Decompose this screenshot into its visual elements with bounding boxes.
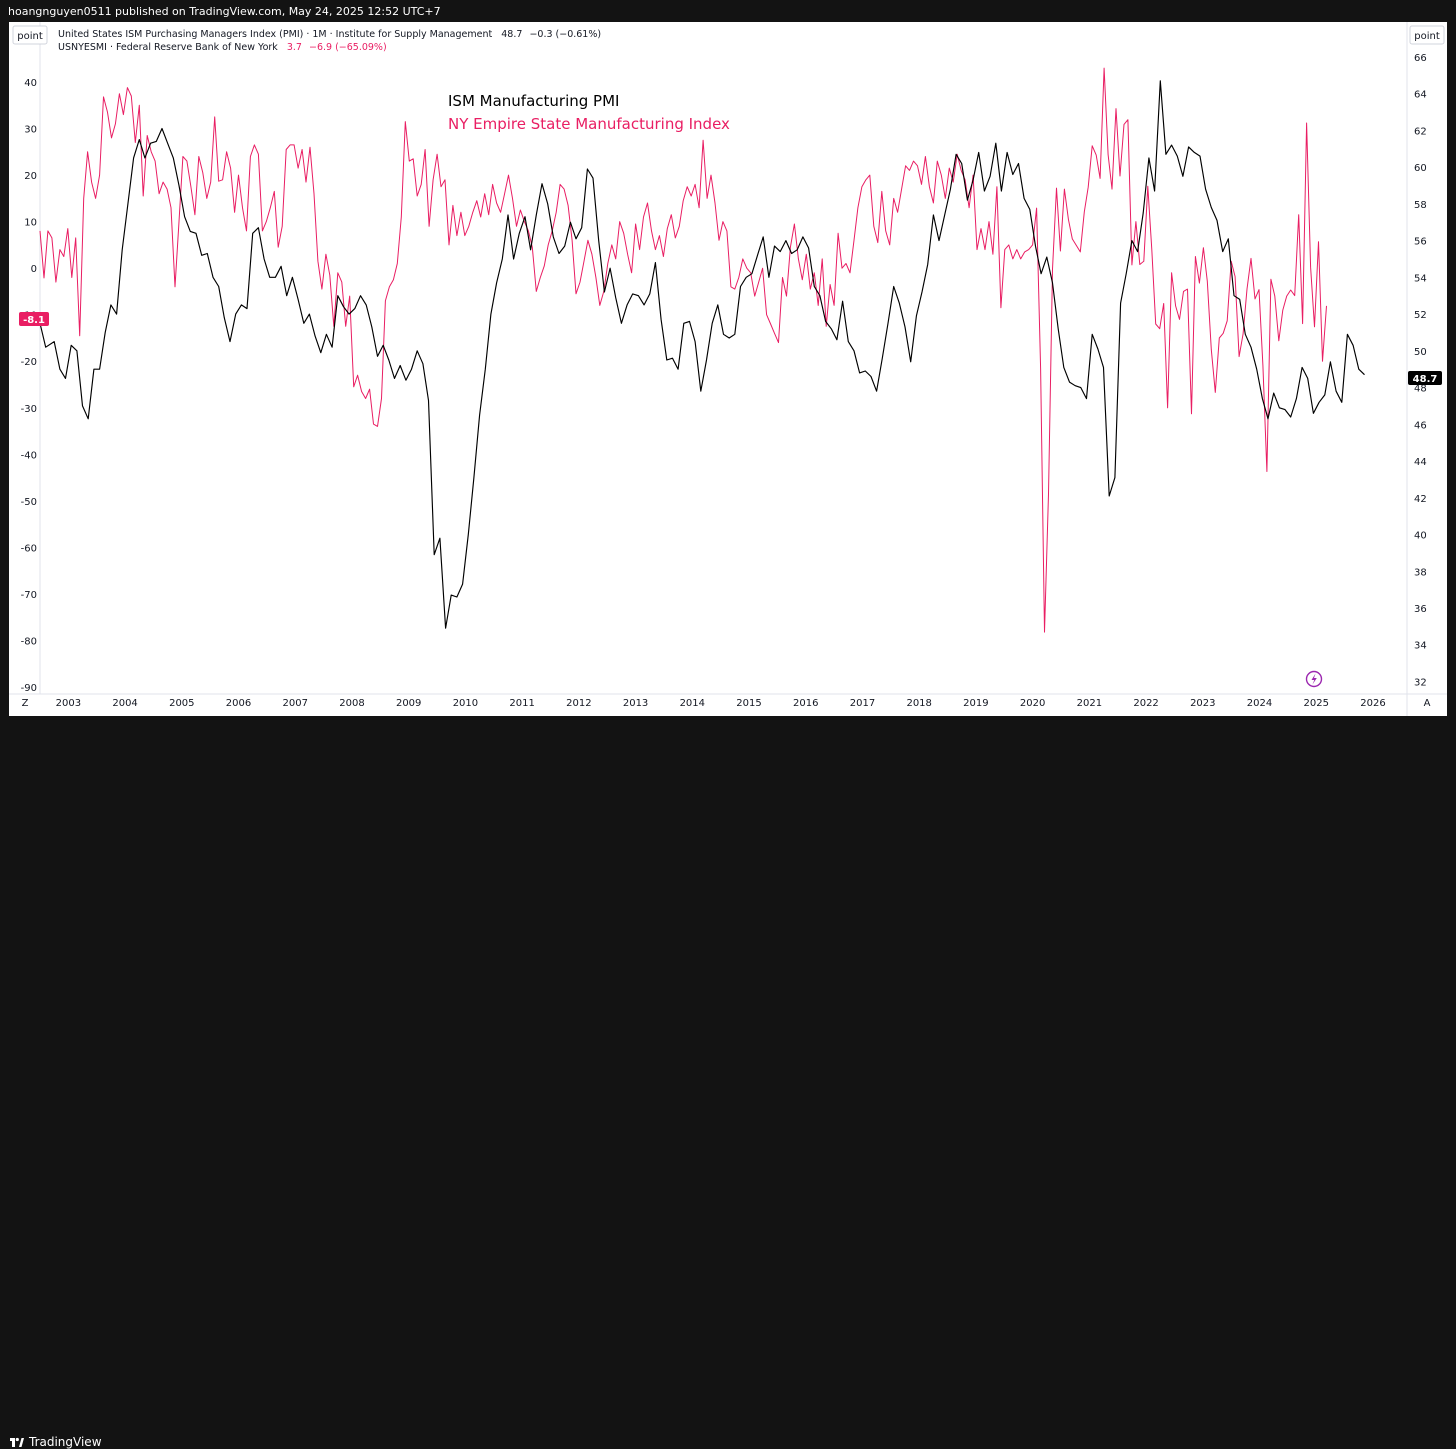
tradingview-logo-icon (10, 1437, 24, 1447)
right-tick-label: 50 (1414, 347, 1427, 358)
x-axis: 2003 2004 2005 2006 2007 2008 2009 2010 2011 2012… (56, 698, 1386, 709)
right-tick-label: 48 (1414, 384, 1427, 395)
right-unit-box[interactable] (1409, 25, 1445, 45)
x-tick-label: 2004 (112, 698, 137, 709)
right-tick-label: 42 (1414, 494, 1427, 505)
left-tick-label: -50 (21, 497, 37, 508)
right-tick-label: 66 (1414, 53, 1427, 64)
right-tick-label: 38 (1414, 567, 1427, 578)
left-tick-label: 0 (31, 264, 37, 275)
x-tick-label: 2021 (1077, 698, 1102, 709)
footer-bar: TradingView (0, 716, 1456, 1449)
left-tick-label: -20 (21, 357, 37, 368)
x-tick-label: 2006 (226, 698, 251, 709)
publish-bar: hoangnguyen0511 published on TradingView… (0, 0, 1456, 22)
x-tick-label: 2025 (1304, 698, 1329, 709)
x-tick-label: 2016 (793, 698, 818, 709)
x-tick-label: 2026 (1360, 698, 1385, 709)
x-tick-label: 2018 (906, 698, 931, 709)
right-tick-label: 40 (1414, 531, 1427, 542)
right-tick-label: 36 (1414, 604, 1427, 615)
right-tick-label: 34 (1414, 641, 1427, 652)
left-tick-label: -40 (21, 450, 37, 461)
legend-series2-name: USNYESMI · Federal Reserve Bank of New Y… (58, 42, 278, 53)
x-tick-label: 2007 (283, 698, 308, 709)
legend-series2-change: −6.9 (−65.09%) (309, 42, 387, 53)
legend-series1-change: −0.3 (−0.61%) (529, 29, 601, 40)
left-tick-label: 30 (24, 125, 37, 136)
x-tick-label: 2009 (396, 698, 421, 709)
right-tick-label: 46 (1414, 420, 1427, 431)
left-tick-label: 20 (24, 171, 37, 182)
legend-series1: United States ISM Purchasing Managers In… (58, 29, 601, 40)
x-tick-label: 2015 (736, 698, 761, 709)
right-price-label: 48.7 (1413, 374, 1438, 385)
right-tick-label: 64 (1414, 90, 1427, 101)
chart-frame (9, 22, 1447, 716)
series-lines (39, 67, 1365, 633)
right-tick-label: 44 (1414, 457, 1427, 468)
left-tick-label: -90 (21, 683, 37, 694)
left-price-badge (19, 312, 49, 326)
left-tick-label: -60 (21, 543, 37, 554)
left-unit-label: point (17, 31, 43, 42)
chart-svg[interactable]: 50403020100-10-20-30-40-50-60-70-80-90 6… (9, 22, 1447, 716)
left-tick-label: -70 (21, 590, 37, 601)
left-tick-label: 40 (24, 78, 37, 89)
tradingview-logo[interactable]: TradingView (10, 1435, 102, 1449)
left-axis: 50403020100-10-20-30-40-50-60-70-80-90 (21, 31, 37, 694)
annotation-empire: NY Empire State Manufacturing Index (448, 115, 730, 133)
x-tick-label: 2003 (56, 698, 81, 709)
left-tick-label: -80 (21, 636, 37, 647)
corner-label-left[interactable]: Z (22, 698, 29, 709)
ism-pmi-line[interactable] (39, 80, 1365, 629)
right-unit-label: point (1414, 31, 1440, 42)
annotation-ism: ISM Manufacturing PMI (448, 92, 619, 110)
x-tick-label: 2020 (1020, 698, 1045, 709)
lightning-bolt-shape (1311, 673, 1317, 685)
x-tick-label: 2023 (1190, 698, 1215, 709)
right-price-badge (1408, 371, 1442, 385)
x-tick-label: 2024 (1247, 698, 1272, 709)
legend-series1-name: United States ISM Purchasing Managers In… (58, 29, 492, 40)
empire-state-line[interactable] (39, 67, 1327, 633)
left-price-label: -8.1 (23, 315, 45, 326)
legend-series2: USNYESMI · Federal Reserve Bank of New Y… (58, 42, 387, 53)
legend-series2-value: 3.7 (287, 42, 302, 53)
x-tick-label: 2019 (963, 698, 988, 709)
right-tick-label: 58 (1414, 200, 1427, 211)
right-tick-label: 60 (1414, 163, 1427, 174)
right-axis: 66 64 62 60 58 56 54 52 50 48 46 44 42 40 38 36 34 32 (1414, 53, 1427, 689)
publish-line: hoangnguyen0511 published on TradingView… (8, 5, 441, 18)
left-tick-label: -30 (21, 404, 37, 415)
x-tick-label: 2014 (680, 698, 705, 709)
left-tick-label: 10 (24, 218, 37, 229)
lightning-icon[interactable] (1305, 670, 1323, 688)
x-tick-label: 2005 (169, 698, 194, 709)
tradingview-logo-text: TradingView (29, 1435, 102, 1449)
x-tick-label: 2008 (339, 698, 364, 709)
left-unit-box[interactable] (12, 25, 48, 45)
legend-series1-value: 48.7 (501, 29, 522, 40)
right-tick-label: 32 (1414, 677, 1427, 688)
right-tick-label: 62 (1414, 126, 1427, 137)
x-tick-label: 2013 (623, 698, 648, 709)
x-tick-label: 2022 (1133, 698, 1158, 709)
corner-label-right[interactable]: A (1424, 698, 1431, 709)
x-tick-label: 2017 (850, 698, 875, 709)
right-tick-label: 54 (1414, 273, 1427, 284)
x-tick-label: 2012 (566, 698, 591, 709)
right-tick-label: 52 (1414, 310, 1427, 321)
x-tick-label: 2010 (453, 698, 478, 709)
right-tick-label: 56 (1414, 237, 1427, 248)
x-tick-label: 2011 (509, 698, 534, 709)
